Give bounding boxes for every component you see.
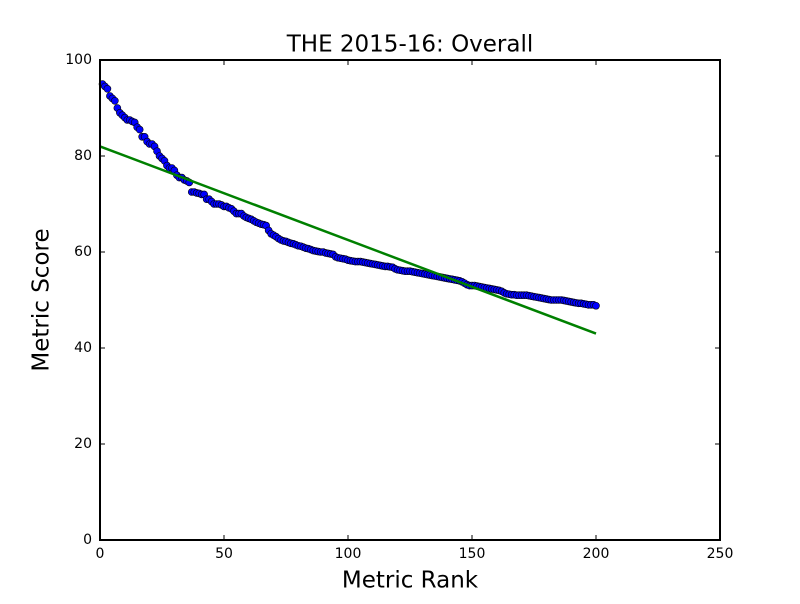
y-tick-label: 40: [74, 340, 92, 356]
y-tick-label: 0: [83, 532, 92, 548]
y-tick-label: 100: [65, 52, 92, 68]
scatter-point: [103, 85, 112, 93]
x-tick-label: 0: [96, 546, 105, 562]
scatter-point: [111, 97, 119, 105]
y-axis-label: Metric Score: [29, 228, 55, 371]
x-tick-label: 100: [335, 546, 362, 562]
y-tick-label: 60: [74, 244, 92, 260]
scatter-point: [592, 301, 600, 310]
x-tick-label: 200: [583, 546, 610, 562]
y-tick-label: 80: [74, 148, 92, 164]
x-tick-label: 50: [215, 546, 233, 562]
fit-line: [99, 145, 597, 335]
x-tick-label: 150: [459, 546, 486, 562]
scatter-point: [135, 125, 144, 134]
chart-title: THE 2015-16: Overall: [286, 32, 534, 58]
y-tick-label: 20: [74, 436, 92, 452]
plot-frame: [99, 59, 721, 541]
x-axis-label: Metric Rank: [342, 568, 479, 594]
x-tick-label: 250: [707, 546, 734, 562]
